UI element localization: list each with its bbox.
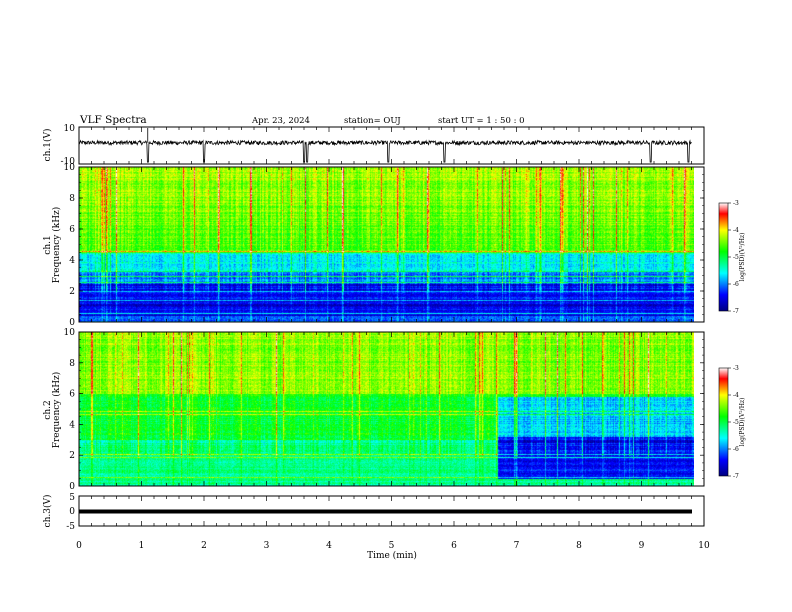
ch1-colorbar-tick-label: -6 bbox=[733, 281, 739, 288]
x-tick-label: 6 bbox=[451, 541, 457, 551]
ch2-spectrogram-image bbox=[79, 332, 694, 486]
ch1-colorbar-ticks: -3 -4 -5 -6 -7 bbox=[728, 200, 739, 315]
ch3-ytick-middle: 0 bbox=[69, 507, 75, 517]
x-tick-label: 2 bbox=[201, 541, 207, 551]
figure-title: VLF Spectra bbox=[79, 114, 147, 126]
ch2-spectrogram-ytick-label: 4 bbox=[69, 420, 75, 430]
ch2-colorbar-tick-label: -7 bbox=[733, 473, 739, 480]
ch1-spectrogram-panel: 0 2 4 6 8 10 ch.1 Frequency (kHz) bbox=[43, 163, 705, 328]
ch2-colorbar-label: log(PSD)(V²/Hz) bbox=[739, 398, 746, 447]
ch1-colorbar-gradient bbox=[718, 202, 729, 312]
x-tick-label: 7 bbox=[514, 541, 520, 551]
ch1-spectrogram-ytick-label: 2 bbox=[69, 287, 75, 297]
ch1-colorbar-label: log(PSD)(V²/Hz) bbox=[739, 233, 746, 282]
ch2-spectrogram-ytick-label: 2 bbox=[69, 451, 75, 461]
ch1-spectrogram-ytick-label: 8 bbox=[69, 194, 75, 204]
ch2-spectrogram-ylabel-line1: ch.2 bbox=[43, 400, 53, 419]
ch1-spectrogram-xticks bbox=[78, 167, 705, 322]
ch2-spectrogram-yticks: 0 2 4 6 8 10 bbox=[64, 328, 704, 492]
x-tick-label: 3 bbox=[264, 541, 270, 551]
ch1-colorbar: -3 -4 -5 -6 -7 log(PSD)(V²/Hz) bbox=[718, 200, 746, 315]
ch2-spectrogram-ylabel-line2: Frequency (kHz) bbox=[51, 372, 62, 449]
ch2-spectrogram-panel: 0 2 4 6 8 10 ch.2 Frequency (kHz) bbox=[43, 328, 705, 492]
x-tick-label: 9 bbox=[639, 541, 645, 551]
ch3-ylabel: ch.3(V) bbox=[42, 495, 53, 528]
x-tick-label: 4 bbox=[326, 541, 332, 551]
ch1-colorbar-tick-label: -7 bbox=[733, 308, 739, 315]
ch2-spectrogram-ytick-label: 6 bbox=[69, 390, 75, 400]
ch3-ytick-top: 5 bbox=[69, 493, 75, 503]
ch1-spectrogram-image bbox=[79, 167, 694, 322]
ch1-spectrogram-yticks: 0 2 4 6 8 10 bbox=[64, 163, 704, 328]
ch1-waveform-frame bbox=[78, 126, 705, 165]
ch3-waveform-trace bbox=[79, 509, 692, 514]
x-tick-label: 1 bbox=[139, 541, 145, 551]
ch1-spectrogram-ylabel-line2: Frequency (kHz) bbox=[51, 207, 62, 284]
ch3-ytick-bottom: -5 bbox=[66, 522, 75, 532]
ch2-colorbar-tick-label: -4 bbox=[733, 392, 739, 399]
ch1-colorbar-tick-label: -5 bbox=[733, 254, 739, 261]
ch3-waveform-panel: 5 0 -5 ch.3(V) bbox=[42, 493, 705, 532]
ch1-colorbar-tick-label: -3 bbox=[733, 200, 739, 207]
ch1-ytick-top: 10 bbox=[64, 124, 76, 134]
ch2-colorbar-tick-label: -6 bbox=[733, 446, 739, 453]
ch2-colorbar-tick-label: -3 bbox=[733, 365, 739, 372]
ch1-spectrogram-ylabel-line1: ch.1 bbox=[43, 235, 53, 254]
x-tick-label: 5 bbox=[389, 541, 395, 551]
ch1-spectrogram-ytick-label: 0 bbox=[69, 318, 75, 328]
ch1-ylabel: ch.1(V) bbox=[42, 129, 53, 162]
ch2-colorbar: -3 -4 -5 -6 -7 log(PSD)(V²/Hz) bbox=[718, 365, 746, 480]
ch1-spectrogram-ytick-label: 6 bbox=[69, 225, 75, 235]
ch1-waveform-panel: 10 -10 ch.1(V) bbox=[42, 124, 705, 167]
ch2-colorbar-tick-label: -5 bbox=[733, 419, 739, 426]
ch2-spectrogram-xticks bbox=[78, 332, 705, 486]
ch1-xticks bbox=[78, 127, 705, 164]
x-tick-label: 0 bbox=[76, 541, 82, 551]
x-tick-label: 10 bbox=[698, 541, 710, 551]
ch2-colorbar-gradient bbox=[718, 367, 729, 477]
ch1-spectrogram-ytick-label: 4 bbox=[69, 256, 75, 266]
ch1-colorbar-tick-label: -4 bbox=[733, 227, 739, 234]
station-label: station= OUJ bbox=[344, 116, 401, 126]
ch1-ytick-bottom: -10 bbox=[61, 157, 76, 167]
x-tick-label: 8 bbox=[576, 541, 582, 551]
x-tick-labels: 0 1 2 3 4 5 6 7 8 9 10 bbox=[76, 541, 710, 551]
start-time-label: start UT = 1 : 50 : 0 bbox=[438, 116, 525, 126]
ch1-waveform-trace bbox=[78, 139, 692, 163]
ch1-spectrogram-ytick-label: 10 bbox=[64, 163, 76, 173]
ch3-xticks bbox=[78, 496, 705, 526]
ch2-colorbar-ticks: -3 -4 -5 -6 -7 bbox=[728, 365, 739, 480]
x-axis-label: Time (min) bbox=[367, 550, 417, 561]
date-label: Apr. 23, 2024 bbox=[251, 116, 310, 126]
ch2-spectrogram-ytick-label: 0 bbox=[69, 482, 75, 492]
ch2-spectrogram-ytick-label: 8 bbox=[69, 359, 75, 369]
ch2-spectrogram-ytick-label: 10 bbox=[64, 328, 76, 338]
